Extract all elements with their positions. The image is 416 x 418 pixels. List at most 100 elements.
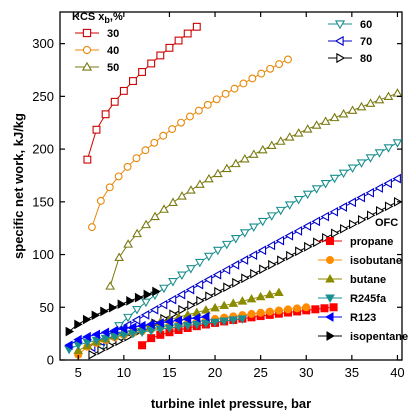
data-point [131, 315, 141, 325]
data-point [101, 110, 110, 119]
legend-marker [325, 274, 335, 283]
data-point [191, 313, 201, 323]
data-point [123, 239, 133, 248]
data-point [383, 91, 394, 101]
x-tick-label: 5 [75, 365, 82, 380]
data-point [237, 315, 248, 324]
data-point [132, 228, 142, 238]
data-point [176, 289, 186, 300]
data-point [158, 299, 168, 310]
data-point [221, 89, 230, 98]
data-point [248, 250, 258, 260]
data-point [173, 315, 183, 326]
legend-entry-butane: butane [350, 274, 386, 286]
data-point [87, 223, 96, 232]
data-point [347, 164, 358, 173]
data-point [149, 304, 159, 315]
data-point [392, 88, 403, 97]
data-point [105, 183, 114, 192]
data-point [266, 64, 275, 73]
data-point [268, 259, 277, 270]
data-point [329, 174, 340, 184]
data-point [178, 304, 187, 315]
data-point [228, 298, 239, 307]
data-point [347, 105, 358, 114]
data-point [203, 100, 212, 109]
data-point [338, 169, 349, 179]
data-point [230, 158, 241, 168]
data-point [356, 192, 365, 203]
series-30 [83, 22, 201, 164]
data-point [204, 173, 214, 183]
legend-entry-40: 40 [107, 45, 119, 57]
legend-entry-50: 50 [107, 62, 119, 74]
legend-marker [334, 35, 344, 47]
data-point [266, 212, 277, 221]
data-point [156, 51, 165, 60]
data-point [117, 299, 127, 310]
data-point [138, 341, 147, 350]
data-point [168, 125, 177, 134]
data-point [338, 109, 349, 118]
data-point [201, 305, 211, 314]
data-point [257, 217, 268, 227]
x-tick-label: 25 [253, 365, 267, 380]
data-point [295, 246, 304, 257]
y-tick-label: 250 [32, 89, 54, 104]
x-tick-label: 15 [162, 365, 176, 380]
data-point [177, 271, 187, 281]
data-point [155, 318, 164, 328]
data-point [275, 235, 285, 246]
data-point [194, 106, 203, 115]
data-point [311, 120, 322, 129]
data-point [137, 328, 147, 337]
data-point [259, 264, 268, 275]
data-point [109, 325, 119, 336]
data-point [147, 334, 156, 343]
series-line [68, 316, 206, 346]
data-point [329, 303, 338, 312]
data-point [223, 282, 232, 293]
data-point [91, 310, 101, 321]
data-point [311, 305, 320, 314]
data-point [365, 154, 376, 163]
data-point [83, 155, 92, 164]
data-point [92, 125, 101, 134]
legend-entry-70: 70 [360, 36, 372, 48]
legend-entry-R245fa: R245fa [350, 293, 387, 305]
legend-marker [325, 255, 334, 264]
data-point [123, 313, 133, 323]
data-point [284, 132, 295, 141]
data-point [266, 140, 277, 150]
data-point [257, 144, 268, 154]
data-point [100, 327, 110, 338]
data-point [286, 250, 295, 261]
data-point [221, 264, 231, 275]
x-tick-label: 20 [208, 365, 222, 380]
plot-area [59, 11, 403, 361]
y-tick-label: 200 [32, 142, 54, 157]
data-point [374, 183, 383, 193]
x-tick-label: 35 [345, 365, 359, 380]
data-point [126, 296, 135, 306]
data-point [194, 258, 205, 268]
data-point [150, 211, 160, 221]
data-point [213, 168, 223, 178]
data-point [212, 95, 221, 104]
data-point [137, 320, 146, 331]
data-point [147, 59, 156, 68]
legend-marker [325, 312, 334, 322]
data-point [110, 97, 119, 106]
data-point [155, 325, 166, 335]
data-point [91, 329, 100, 340]
data-point [366, 210, 376, 221]
data-point [203, 252, 214, 262]
data-point [384, 201, 394, 212]
data-point [194, 279, 204, 290]
data-point [164, 324, 175, 333]
data-point [105, 281, 116, 290]
data-point [383, 178, 392, 189]
data-point [283, 305, 292, 314]
data-point [192, 22, 201, 31]
